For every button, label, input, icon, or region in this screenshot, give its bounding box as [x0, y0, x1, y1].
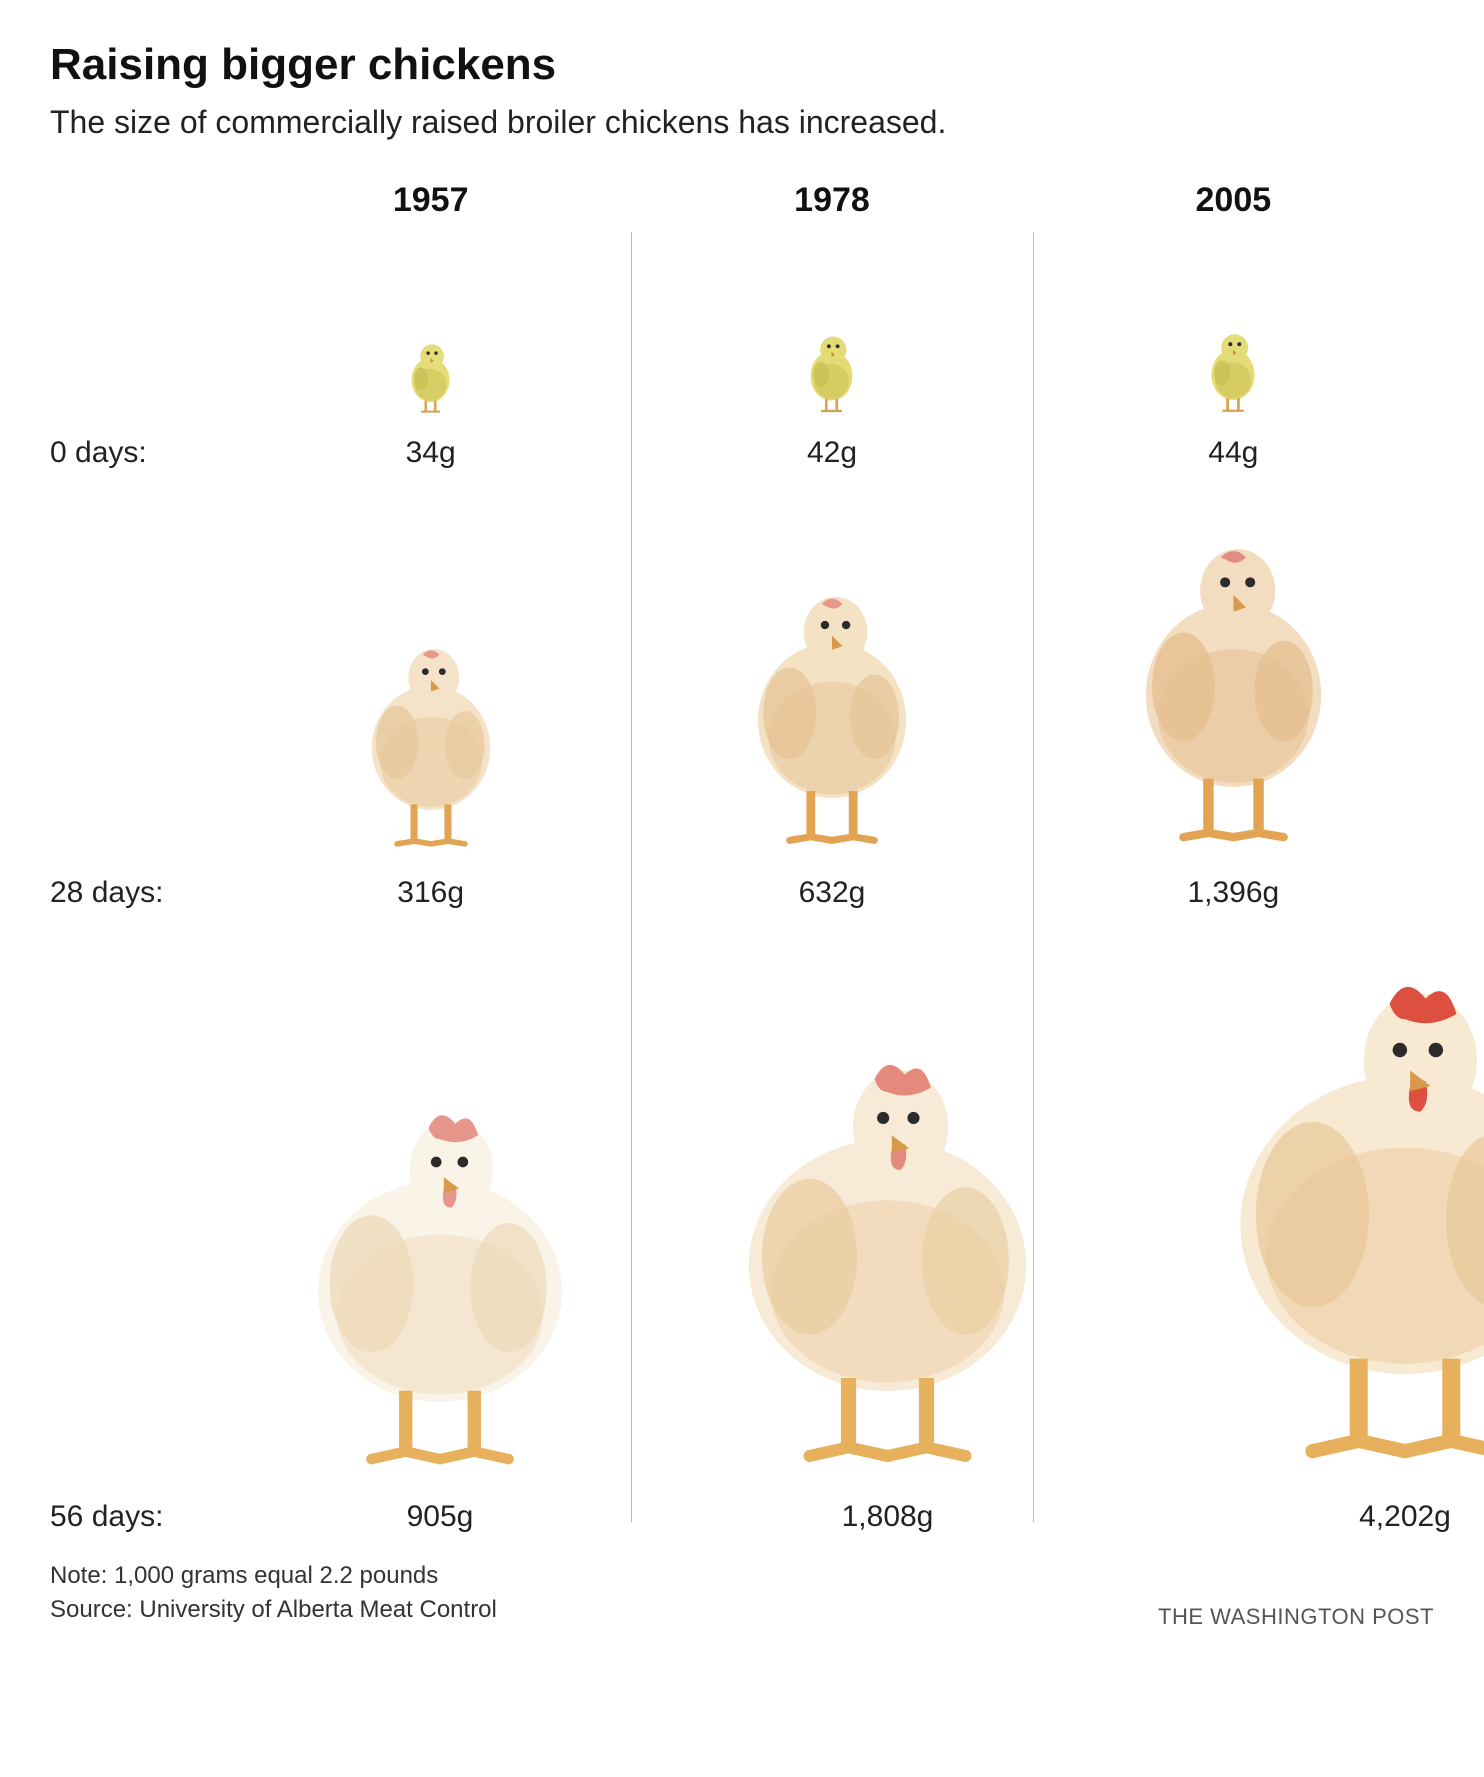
footer: Note: 1,000 grams equal 2.2 pounds Sourc…	[50, 1562, 1434, 1630]
chicken-icon	[311, 618, 551, 858]
chicken-icon	[1135, 942, 1484, 1482]
weight-value: 632g	[799, 876, 866, 910]
table-row: 0 days: 34g 42g 44g	[50, 232, 1434, 482]
credit-text: THE WASHINGTON POST	[1158, 1604, 1434, 1630]
page-title: Raising bigger chickens	[50, 40, 1434, 90]
grid-cell: 632g	[631, 538, 1032, 922]
weight-value: 34g	[406, 436, 456, 470]
chicken-icon	[779, 313, 884, 418]
weight-value: 4,202g	[1359, 1500, 1451, 1534]
grid-cell: 316g	[230, 598, 631, 922]
column-headers: 1957 1978 2005	[50, 181, 1434, 220]
chicken-icon	[240, 1082, 640, 1482]
grid-cell: 42g	[631, 293, 1032, 482]
col-header-1957: 1957	[230, 181, 631, 220]
source-text: Source: University of Alberta Meat Contr…	[50, 1596, 497, 1624]
col-header-2005: 2005	[1033, 181, 1434, 220]
row-label: 28 days:	[50, 876, 230, 922]
grid-cell: 44g	[1033, 290, 1434, 482]
chicken-icon	[660, 1027, 1115, 1482]
chicken-icon	[383, 323, 478, 418]
grid-cell: 34g	[230, 303, 631, 482]
grid-cell: 905g	[230, 1062, 650, 1546]
chicken-icon	[1056, 503, 1411, 858]
table-row: 56 days: 905g 1,808g	[50, 922, 1434, 1522]
grid-cell: 1,396g	[1033, 483, 1434, 922]
note-text: Note: 1,000 grams equal 2.2 pounds	[50, 1562, 497, 1590]
table-row: 28 days: 316g 632g	[50, 482, 1434, 922]
weight-value: 42g	[807, 436, 857, 470]
weight-value: 44g	[1208, 436, 1258, 470]
row-label: 0 days:	[50, 436, 230, 482]
weight-value: 905g	[407, 1500, 474, 1534]
comparison-grid: 1957 1978 2005 0 days: 34g 42g	[50, 181, 1434, 1522]
row-label: 56 days:	[50, 1500, 230, 1546]
chicken-icon	[682, 558, 982, 858]
page-subtitle: The size of commercially raised broiler …	[50, 104, 1434, 141]
grid-cell: 1,808g	[650, 1007, 1125, 1546]
grid-cell: 4,202g	[1125, 922, 1484, 1546]
chicken-icon	[1179, 310, 1287, 418]
weight-value: 316g	[397, 876, 464, 910]
weight-value: 1,808g	[842, 1500, 934, 1534]
weight-value: 1,396g	[1187, 876, 1279, 910]
col-header-1978: 1978	[631, 181, 1032, 220]
